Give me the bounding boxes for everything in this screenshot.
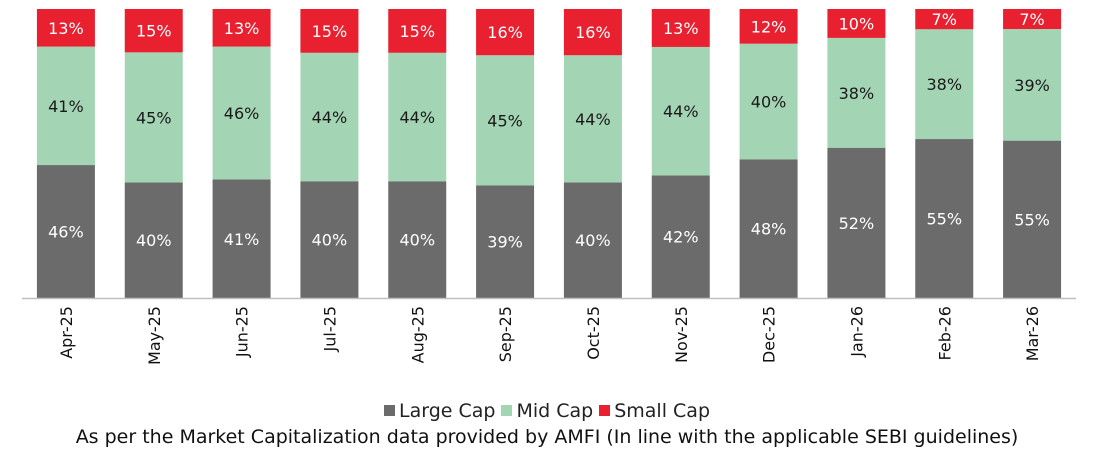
data-label-large-cap-jan-26: 52%: [839, 214, 875, 233]
data-label-large-cap-aug-25: 40%: [399, 231, 435, 250]
bar-mid-cap-nov-25: [651, 46, 710, 176]
data-label-mid-cap-nov-25: 44%: [663, 102, 699, 121]
bar-large-cap-mar-26: [1003, 140, 1062, 298]
data-label-large-cap-oct-25: 40%: [575, 231, 611, 250]
legend-swatch-mid-cap: [501, 405, 513, 416]
bar-large-cap-nov-25: [651, 175, 710, 298]
data-label-small-cap-jul-25: 15%: [312, 22, 348, 41]
x-tick-label-nov-25: Nov-25: [672, 306, 691, 363]
x-tick-label-jun-25: Jun-25: [233, 306, 252, 358]
bar-mid-cap-apr-25: [36, 46, 95, 166]
x-tick-label-sep-25: Sep-25: [496, 306, 515, 362]
legend-label-mid-cap: Mid Cap: [516, 400, 594, 422]
bar-large-cap-dec-25: [739, 159, 798, 298]
legend-label-large-cap: Large Cap: [399, 400, 496, 422]
bar-mid-cap-oct-25: [563, 55, 622, 183]
x-tick-label-aug-25: Aug-25: [408, 306, 427, 363]
data-label-mid-cap-apr-25: 41%: [48, 97, 84, 116]
bar-mid-cap-jun-25: [212, 46, 271, 180]
bar-small-cap-jan-26: [827, 9, 886, 38]
data-label-small-cap-may-25: 15%: [136, 22, 172, 41]
footnote: As per the Market Capitalization data pr…: [75, 426, 1019, 448]
data-label-small-cap-feb-26: 7%: [932, 10, 957, 29]
bar-large-cap-sep-25: [476, 185, 535, 298]
bar-mid-cap-sep-25: [476, 55, 535, 186]
bar-large-cap-jan-26: [827, 147, 886, 298]
bar-small-cap-may-25: [124, 9, 183, 53]
bar-small-cap-mar-26: [1003, 9, 1062, 30]
bar-mid-cap-mar-26: [1003, 29, 1062, 141]
x-axis: Apr-25 May-25 Jun-25 Jul-25 Aug-25 Sep-25 Oct-…: [22, 297, 1076, 365]
data-label-small-cap-apr-25: 13%: [48, 19, 84, 38]
bar-mid-cap-jul-25: [300, 52, 359, 182]
data-label-small-cap-oct-25: 16%: [575, 23, 611, 42]
bar-mid-cap-jan-26: [827, 37, 886, 148]
data-label-mid-cap-aug-25: 44%: [399, 108, 435, 127]
legend-item-small-cap: Small Cap: [599, 400, 710, 422]
bar-large-cap-oct-25: [563, 182, 622, 298]
x-tick-label-oct-25: Oct-25: [584, 306, 603, 360]
bar-large-cap-may-25: [124, 182, 183, 298]
bar-mid-cap-dec-25: [739, 43, 798, 160]
bar-small-cap-jul-25: [300, 9, 359, 53]
bar-large-cap-feb-26: [915, 139, 974, 298]
data-label-small-cap-nov-25: 13%: [663, 19, 699, 38]
bar-large-cap-jun-25: [212, 179, 271, 298]
x-tick-label-jan-26: Jan-26: [847, 306, 866, 358]
data-label-mid-cap-oct-25: 44%: [575, 110, 611, 129]
bar-small-cap-dec-25: [739, 9, 798, 44]
x-tick-label-apr-25: Apr-25: [57, 306, 76, 359]
data-label-large-cap-jul-25: 40%: [312, 231, 348, 250]
data-label-large-cap-sep-25: 39%: [487, 233, 523, 252]
bar-mid-cap-feb-26: [915, 29, 974, 140]
data-label-small-cap-mar-26: 7%: [1019, 10, 1044, 29]
data-label-small-cap-aug-25: 15%: [399, 22, 435, 41]
data-label-small-cap-sep-25: 16%: [487, 23, 523, 42]
data-label-large-cap-mar-26: 55%: [1014, 210, 1050, 229]
data-label-mid-cap-jun-25: 46%: [224, 104, 260, 123]
legend-swatch-large-cap: [384, 405, 395, 416]
data-label-large-cap-apr-25: 46%: [48, 223, 84, 242]
data-label-mid-cap-may-25: 45%: [136, 108, 172, 127]
x-tick-label-feb-26: Feb-26: [935, 306, 954, 360]
data-label-small-cap-jun-25: 13%: [224, 19, 260, 38]
x-tick-label-jul-25: Jul-25: [320, 306, 339, 352]
data-label-large-cap-jun-25: 41%: [224, 230, 260, 249]
bar-small-cap-oct-25: [563, 9, 622, 56]
data-label-large-cap-feb-26: 55%: [926, 210, 962, 229]
bar-small-cap-apr-25: [36, 9, 95, 47]
legend-label-small-cap: Small Cap: [614, 400, 710, 422]
legend-item-large-cap: Large Cap: [384, 400, 495, 422]
bar-mid-cap-aug-25: [388, 52, 447, 182]
bar-large-cap-aug-25: [388, 181, 447, 298]
x-tick-label-mar-26: Mar-26: [1023, 306, 1042, 361]
data-label-large-cap-nov-25: 42%: [663, 228, 699, 247]
stacked-bar-chart: 46% 41% 13% 40% 45% 15% 41% 46% 13% 40% 44% 15% 40% 4…: [22, 9, 1076, 365]
data-label-mid-cap-mar-26: 39%: [1014, 76, 1050, 95]
data-label-small-cap-dec-25: 12%: [751, 17, 787, 36]
bar-small-cap-aug-25: [388, 9, 447, 53]
data-label-mid-cap-feb-26: 38%: [926, 75, 962, 94]
data-label-mid-cap-jul-25: 44%: [312, 108, 348, 127]
bar-large-cap-apr-25: [36, 165, 95, 298]
bar-small-cap-sep-25: [476, 9, 535, 56]
legend-swatch-small-cap: [599, 405, 611, 416]
legend: Large Cap Mid Cap Small Cap: [0, 400, 1094, 422]
data-label-small-cap-jan-26: 10%: [839, 14, 875, 33]
data-label-mid-cap-jan-26: 38%: [839, 84, 875, 103]
data-label-mid-cap-dec-25: 40%: [751, 92, 787, 111]
x-tick-label-dec-25: Dec-25: [760, 306, 779, 363]
legend-item-mid-cap: Mid Cap: [501, 400, 593, 422]
data-label-mid-cap-sep-25: 45%: [487, 111, 523, 130]
data-label-large-cap-dec-25: 48%: [751, 220, 787, 239]
bar-mid-cap-may-25: [124, 52, 183, 183]
bar-layer: 46% 41% 13% 40% 45% 15% 41% 46% 13% 40% 44% 15% 40% 4…: [36, 9, 1062, 298]
bar-small-cap-feb-26: [915, 9, 974, 30]
bar-small-cap-jun-25: [212, 9, 271, 47]
data-label-large-cap-may-25: 40%: [136, 231, 172, 250]
x-tick-label-may-25: May-25: [145, 306, 164, 365]
bar-large-cap-jul-25: [300, 181, 359, 298]
bar-small-cap-nov-25: [651, 9, 710, 47]
